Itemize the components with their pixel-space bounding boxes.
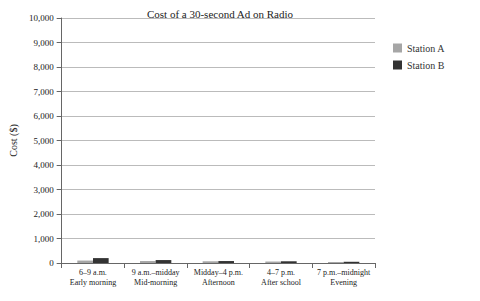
svg-text:10,000: 10,000 (29, 13, 54, 23)
svg-text:Mid-morning: Mid-morning (134, 278, 177, 287)
svg-text:5,000: 5,000 (33, 136, 54, 146)
svg-text:4–7 p.m.: 4–7 p.m. (267, 268, 295, 277)
svg-text:Station A: Station A (407, 43, 445, 54)
svg-text:4,000: 4,000 (33, 160, 54, 170)
svg-text:Cost of a 30-second Ad on Radi: Cost of a 30-second Ad on Radio (147, 8, 294, 20)
svg-text:After school: After school (261, 278, 302, 287)
svg-text:7 p.m.–midnight: 7 p.m.–midnight (317, 268, 371, 277)
svg-text:6,000: 6,000 (33, 111, 54, 121)
svg-text:8,000: 8,000 (33, 62, 54, 72)
svg-text:6–9 a.m.: 6–9 a.m. (79, 268, 107, 277)
svg-text:Early morning: Early morning (70, 278, 116, 287)
svg-text:1,000: 1,000 (33, 234, 54, 244)
svg-text:9 a.m.–midday: 9 a.m.–midday (132, 268, 180, 277)
svg-text:Cost ($): Cost ($) (8, 124, 20, 157)
svg-text:Evening: Evening (330, 278, 357, 287)
svg-text:2,000: 2,000 (33, 209, 54, 219)
svg-text:Midday–4 p.m.: Midday–4 p.m. (194, 268, 243, 277)
svg-text:3,000: 3,000 (33, 185, 54, 195)
svg-text:Afternoon: Afternoon (202, 278, 235, 287)
svg-text:Station B: Station B (407, 60, 445, 71)
svg-text:9,000: 9,000 (33, 38, 54, 48)
svg-text:0: 0 (49, 258, 54, 268)
svg-text:7,000: 7,000 (33, 87, 54, 97)
